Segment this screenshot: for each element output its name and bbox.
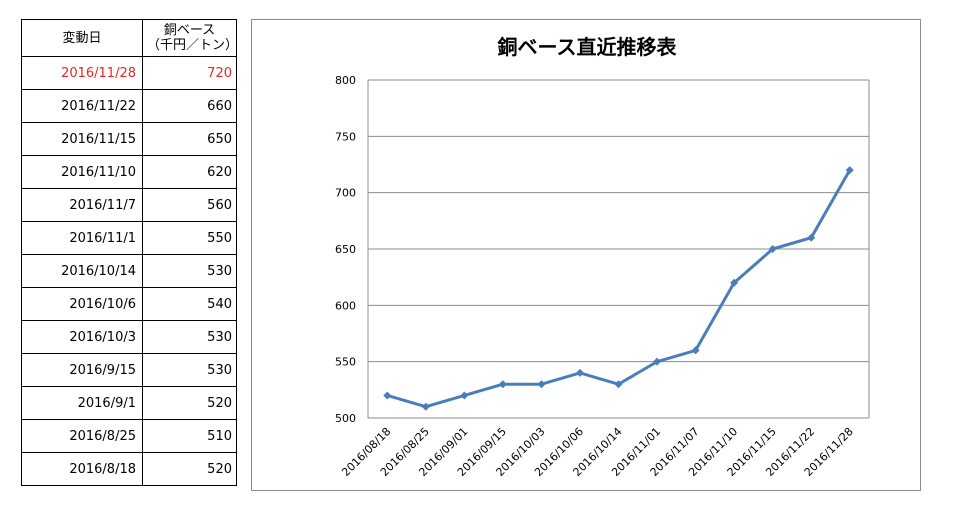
row-value: 560 [142,188,237,222]
data-point [768,245,777,253]
row-date: 2016/8/18 [21,452,143,486]
data-point [730,278,739,287]
table-row: 2016/8/25 510 [21,419,237,453]
data-point [691,346,700,355]
row-value: 520 [142,452,237,486]
y-tick-label: 800 [335,74,356,87]
row-date: 2016/10/6 [21,287,143,321]
table-row: 2016/11/7 560 [21,188,237,222]
data-point [460,391,469,400]
row-value: 620 [142,155,237,189]
y-tick-label: 600 [335,299,356,312]
data-point [653,357,662,366]
row-value: 720 [142,56,237,90]
row-value: 510 [142,419,237,453]
data-point [614,380,623,389]
table-row: 2016/10/6 540 [21,287,237,321]
row-date: 2016/11/1 [21,221,143,255]
table-row: 2016/11/15 650 [21,122,237,156]
row-date: 2016/10/14 [21,254,143,288]
header-price: 銅ベース （千円／トン） [142,19,239,57]
row-date: 2016/11/15 [21,122,143,156]
header-price-line1: 銅ベース [163,23,216,38]
row-date: 2016/11/7 [21,188,143,222]
row-value: 540 [142,287,237,321]
y-tick-label: 650 [335,243,356,256]
data-point [383,391,392,400]
series-line [386,169,852,409]
y-tick-label: 700 [335,187,356,200]
header-date: 変動日 [21,19,143,57]
row-value: 530 [142,320,237,354]
chart-area: 銅ベース直近推移表 500 550 600 650 700 750 800 2016/08/… [251,19,921,491]
price-table: 変動日 銅ベース （千円／トン） 2016/11/28 720 2016/11/22… [21,19,239,486]
table-row: 2016/9/1 520 [21,386,237,420]
row-value: 650 [142,122,237,156]
table-row: 2016/8/18 520 [21,452,237,486]
data-point [498,380,507,389]
row-date: 2016/9/15 [21,353,143,387]
data-point [845,166,854,175]
chart-title: 銅ベース直近推移表 [498,35,678,59]
row-value: 530 [142,254,237,288]
y-tick-label: 750 [335,130,356,143]
data-point [537,380,546,389]
row-value: 520 [142,386,237,420]
table-row: 2016/9/15 530 [21,353,237,387]
row-date: 2016/11/10 [21,155,143,189]
data-point [807,233,816,242]
row-date: 2016/11/28 [21,56,143,90]
data-point [575,368,584,377]
table-row: 2016/11/10 620 [21,155,237,189]
table-header-row: 変動日 銅ベース （千円／トン） [21,19,239,57]
header-price-line2: （千円／トン） [147,38,239,53]
row-date: 2016/8/25 [21,419,143,453]
row-value: 660 [142,89,237,123]
row-date: 2016/11/22 [21,89,143,123]
table-row: 2016/10/3 530 [21,320,237,354]
row-date: 2016/10/3 [21,320,143,354]
data-point [421,402,430,411]
row-value: 550 [142,221,237,255]
table-row: 2016/11/28 720 [21,56,237,90]
y-tick-label: 500 [335,412,356,425]
row-date: 2016/9/1 [21,386,143,420]
row-value: 530 [142,353,237,387]
table-row: 2016/11/22 660 [21,89,237,123]
table-row: 2016/11/1 550 [21,221,237,255]
table-row: 2016/10/14 530 [21,254,237,288]
y-tick-label: 550 [335,356,356,369]
